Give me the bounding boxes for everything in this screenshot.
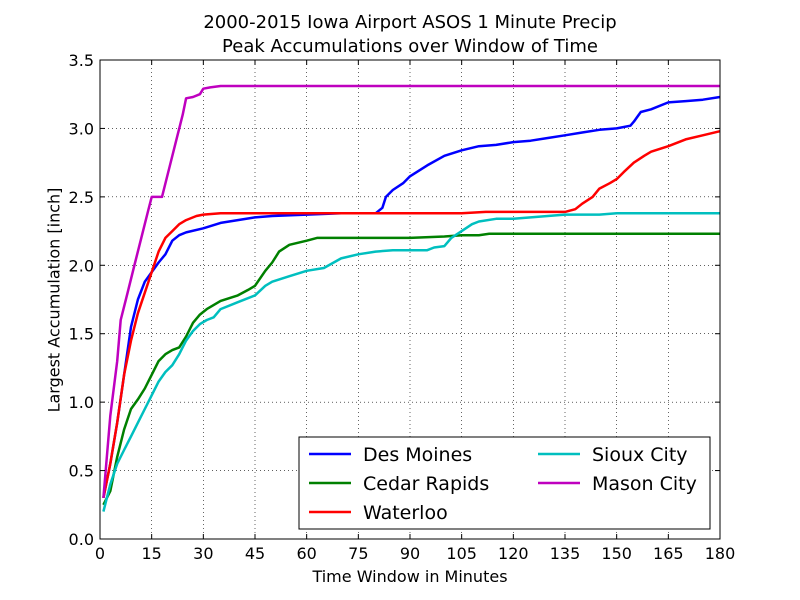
y-tick-label: 0.0 <box>69 530 94 549</box>
legend: Des Moines Cedar Rapids Waterloo Sioux City… <box>298 436 711 530</box>
y-tick-label: 1.0 <box>69 393 94 412</box>
legend-label-des-moines: Des Moines <box>363 444 472 466</box>
series-line-sioux-city <box>102 212 720 512</box>
x-axis-label: Time Window in Minutes <box>312 567 508 586</box>
series-lines <box>102 84 721 512</box>
legend-label-waterloo: Waterloo <box>363 502 448 524</box>
x-tick-label: 0 <box>95 544 105 563</box>
x-tick-label: 75 <box>348 544 368 563</box>
legend-label-sioux-city: Sioux City <box>592 444 688 466</box>
series-line-mason-city <box>102 84 720 499</box>
x-tick-label: 60 <box>296 544 316 563</box>
x-tick-label: 105 <box>446 544 477 563</box>
legend-label-mason-city: Mason City <box>592 473 697 495</box>
series-line-des-moines <box>102 95 721 499</box>
y-tick-label: 2.5 <box>69 188 94 207</box>
x-tick-label: 135 <box>550 544 581 563</box>
x-tick-label: 120 <box>498 544 529 563</box>
x-tick-label: 30 <box>193 544 213 563</box>
y-tick-label: 3.5 <box>69 51 94 70</box>
y-tick-label: 3.0 <box>69 119 94 138</box>
x-tick-label: 90 <box>400 544 420 563</box>
legend-box <box>298 436 711 530</box>
x-tick-label: 165 <box>653 544 684 563</box>
legend-label-cedar-rapids: Cedar Rapids <box>363 473 489 495</box>
chart-title: 2000-2015 Iowa Airport ASOS 1 Minute Pre… <box>203 12 617 33</box>
y-axis-label: Largest Accumulation [inch] <box>44 187 64 413</box>
axis-ticks: 0 15 30 45 60 75 90 105 120 135 150 165 180 0.0 0.5 1.0… <box>69 51 736 563</box>
x-tick-label: 45 <box>245 544 265 563</box>
series-line-waterloo <box>102 129 721 499</box>
y-tick-label: 1.5 <box>69 325 94 344</box>
series-line-cedar-rapids <box>102 232 720 506</box>
y-tick-label: 2.0 <box>69 256 94 275</box>
x-tick-label: 15 <box>141 544 161 563</box>
y-tick-label: 0.5 <box>69 462 94 481</box>
chart-subtitle: Peak Accumulations over Window of Time <box>222 36 598 57</box>
x-tick-label: 180 <box>705 544 736 563</box>
x-tick-label: 150 <box>601 544 632 563</box>
